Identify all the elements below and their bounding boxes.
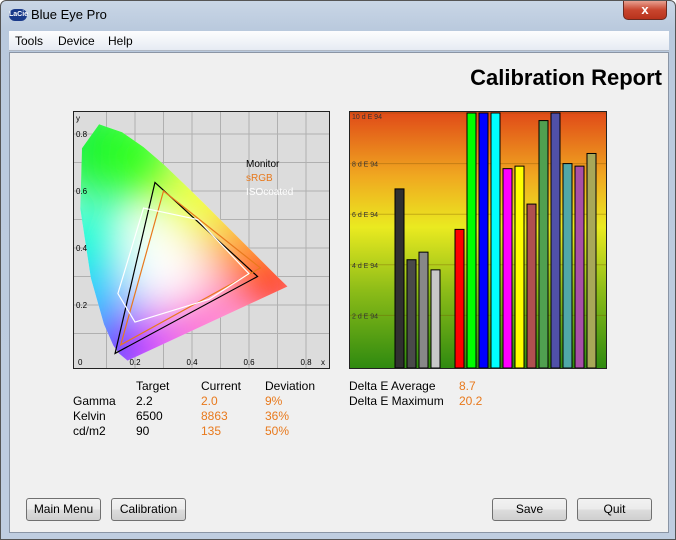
x-tick-label: 0.6 [243,358,255,367]
bar [466,112,477,369]
stat-current: 135 [201,424,222,438]
legend-isocoated: ISOcoated [246,187,293,198]
stat-deviation: 9% [265,394,283,408]
bar [394,188,405,369]
bar [406,259,417,369]
stat-current: 2.0 [201,394,218,408]
bar [478,112,489,369]
stat-label: Gamma [73,394,116,408]
bar [526,203,537,369]
stat-current: 8863 [201,409,228,423]
bar [514,165,525,369]
gamut-isocoated [117,207,250,323]
menu-help[interactable]: Help [108,34,133,48]
bar [430,269,441,369]
x-tick-label: 0.2 [129,358,141,367]
stat-deviation: 50% [265,424,290,438]
bar [454,228,465,369]
report-panel: Calibration Report 0 0.2 0.4 0.6 0.8 0.2 0.4 0.… [9,52,669,533]
stat-target: 90 [136,424,150,438]
y-tick-label: 0.6 [76,187,88,196]
x-tick-label: 0.4 [186,358,198,367]
close-button[interactable]: x [623,1,667,20]
bar [538,120,549,369]
bar [550,112,561,369]
x-axis-label: x [321,358,325,367]
gamut-monitor [114,181,259,355]
menu-device[interactable]: Device [58,34,95,48]
bar [418,251,429,369]
y-axis-label: y [76,114,80,123]
gamut-srgb [119,189,262,347]
stat-label: Kelvin [73,409,106,423]
bar [490,112,501,369]
y-tick-label: 6 d E 94 [352,212,378,219]
title-bar: LaCie Blue Eye Pro x [1,1,675,29]
stat-label: cd/m2 [73,424,106,438]
delta-max-value: 20.2 [459,394,483,408]
delta-e-bar-chart: 2 d E 94 4 d E 94 6 d E 94 8 d E 94 10 d E 9… [349,111,607,369]
x-tick-label: 0.8 [300,358,312,367]
y-tick-label: 0.8 [76,130,88,139]
stat-target: 6500 [136,409,163,423]
x-tick-label: 0 [78,358,83,367]
spectral-locus [80,124,288,361]
delta-avg-value: 8.7 [459,379,476,393]
header-current: Current [201,379,242,393]
menu-bar: Tools Device Help [9,31,669,51]
delta-max-label: Delta E Maximum [349,394,444,408]
page-title: Calibration Report [470,65,662,90]
app-logo-icon: LaCie [9,9,28,21]
bar [562,163,573,369]
cie-svg: 0 0.2 0.4 0.6 0.8 0.2 0.4 0.6 0.8 x y Monitor sRGB IS… [74,112,329,368]
legend-srgb: sRGB [246,173,273,184]
window-title: Blue Eye Pro [31,7,107,22]
y-tick-label: 4 d E 94 [352,263,378,270]
y-tick-label: 10 d E 94 [352,114,382,121]
cie-chromaticity-chart: 0 0.2 0.4 0.6 0.8 0.2 0.4 0.6 0.8 x y Monitor sRGB IS… [73,111,330,369]
bar [574,165,585,369]
header-deviation: Deviation [265,379,316,393]
bar [586,152,597,369]
bar [502,168,513,369]
quit-button[interactable]: Quit [577,498,652,521]
stat-deviation: 36% [265,409,290,423]
y-tick-label: 0.4 [76,244,88,253]
header-target: Target [136,379,170,393]
legend-monitor: Monitor [246,159,280,170]
menu-tools[interactable]: Tools [15,34,44,48]
y-tick-label: 8 d E 94 [352,162,378,169]
main-menu-button[interactable]: Main Menu [26,498,101,521]
stat-target: 2.2 [136,394,153,408]
calibration-button[interactable]: Calibration [111,498,186,521]
y-tick-label: 2 d E 94 [352,313,378,320]
bar-svg: 2 d E 94 4 d E 94 6 d E 94 8 d E 94 10 d E 9… [350,112,606,369]
delta-avg-label: Delta E Average [349,379,436,393]
save-button[interactable]: Save [492,498,567,521]
y-tick-label: 0.2 [76,301,88,310]
